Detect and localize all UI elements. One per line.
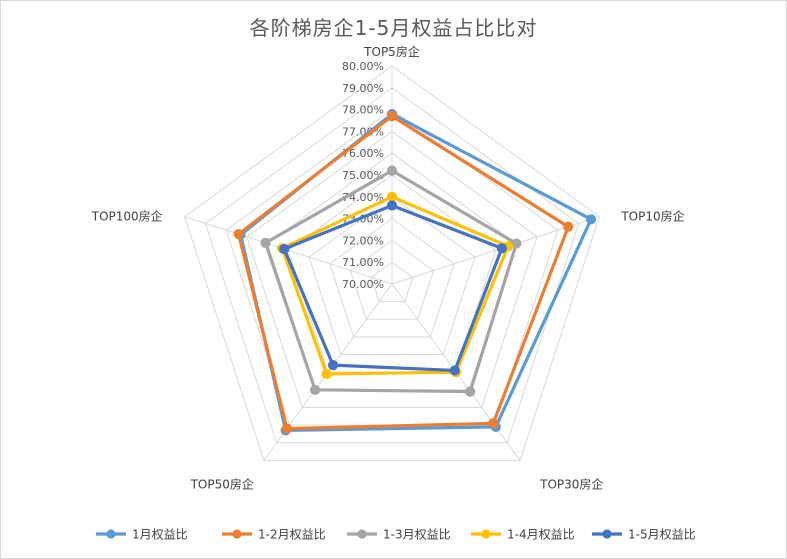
- data-point: [511, 238, 522, 249]
- series-layer: [233, 108, 597, 436]
- chart-title: 各阶梯房企1-5月权益占比比对: [249, 16, 538, 40]
- grid-ring: [329, 217, 455, 338]
- tick-label: 78.00%: [342, 104, 384, 117]
- tick-label: 76.00%: [342, 147, 384, 160]
- data-point: [585, 214, 597, 225]
- data-point: [327, 360, 339, 371]
- data-point: [563, 221, 574, 232]
- legend-label: 1-5月权益比: [628, 528, 696, 542]
- grid-ring: [246, 130, 538, 408]
- data-point: [465, 386, 476, 397]
- data-point: [233, 229, 244, 240]
- category-label: TOP100房企: [91, 209, 163, 224]
- legend-label: 1月权益比: [132, 528, 188, 542]
- series-line: [263, 169, 518, 394]
- tick-label: 72.00%: [342, 234, 384, 247]
- legend-marker: [106, 529, 116, 539]
- grid-ring: [349, 239, 435, 320]
- series-group: [233, 111, 574, 434]
- category-labels: TOP5房企 TOP10房企 TOP30房企 TOP50房企 TOP100房企: [91, 44, 685, 491]
- legend-label: 1-2月权益比: [258, 528, 326, 542]
- legend-marker: [357, 529, 367, 539]
- tick-label: 70.00%: [342, 278, 384, 291]
- data-point: [488, 418, 499, 429]
- data-point: [260, 237, 271, 249]
- data-point: [310, 384, 321, 395]
- legend-label: 1-4月权益比: [507, 528, 575, 542]
- category-label: TOP30房企: [539, 476, 603, 491]
- series-line: [280, 195, 510, 376]
- tick-label: 75.00%: [342, 169, 384, 182]
- tick-label: 79.00%: [342, 82, 384, 95]
- legend: 1月权益比 1-2月权益比 1-3月权益比 1-4月权益比 1-5月权益比: [96, 528, 696, 542]
- series-group: [279, 200, 507, 376]
- series-line: [282, 203, 504, 373]
- data-point: [449, 365, 460, 376]
- data-point: [281, 423, 293, 434]
- legend-marker: [602, 529, 612, 539]
- tick-label: 80.00%: [342, 60, 384, 73]
- grid-ring: [204, 87, 580, 444]
- grid-ring: [308, 196, 476, 356]
- data-point: [386, 111, 398, 122]
- legend-label: 1-3月权益比: [383, 528, 451, 542]
- data-point: [386, 191, 398, 202]
- radial-tick-labels: 70.00%71.00%72.00%73.00%74.00%75.00%76.0…: [342, 60, 384, 291]
- series-line: [236, 114, 570, 431]
- grid-ring: [184, 65, 600, 461]
- data-point: [386, 200, 398, 211]
- legend-marker: [481, 529, 491, 539]
- legend-marker: [232, 529, 242, 539]
- category-label: TOP10房企: [620, 209, 684, 224]
- data-point: [386, 165, 398, 176]
- category-label: TOP5房企: [363, 44, 420, 59]
- data-point: [279, 243, 290, 255]
- series-group: [260, 165, 522, 397]
- grid-ring: [370, 261, 414, 303]
- data-point: [321, 368, 332, 380]
- data-point: [496, 243, 507, 254]
- category-label: TOP50房企: [190, 476, 254, 491]
- tick-label: 71.00%: [342, 256, 384, 269]
